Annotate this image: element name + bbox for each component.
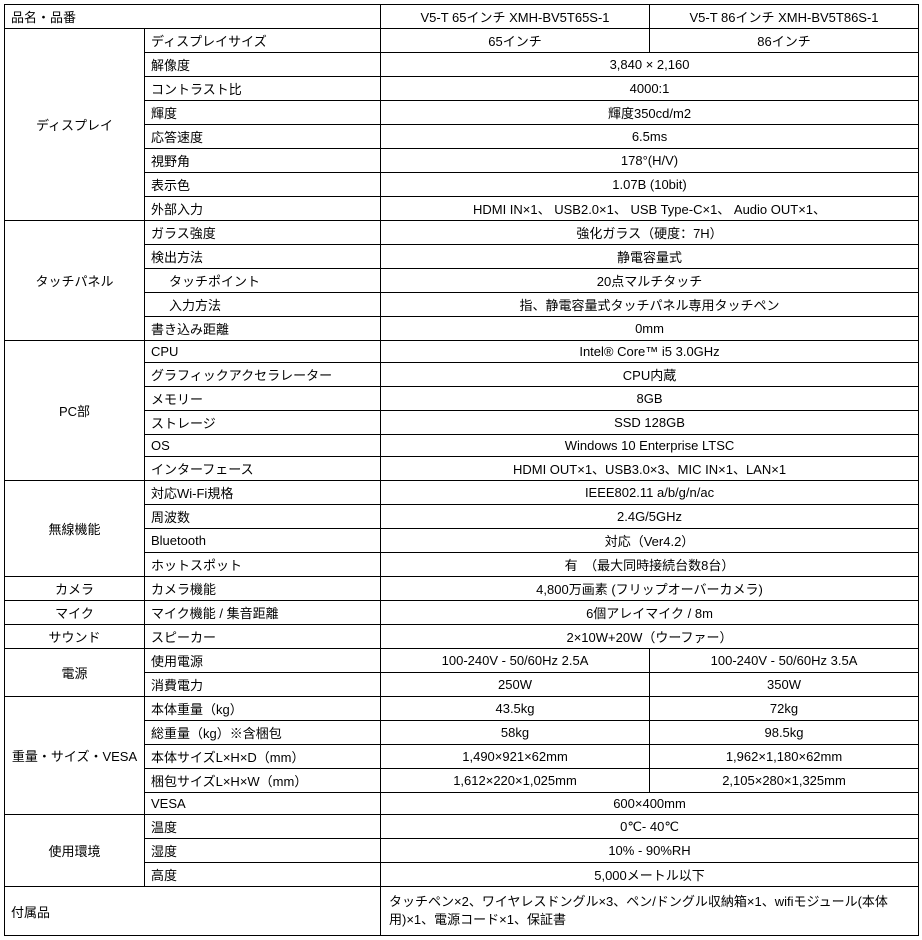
- row-writegap-label: 書き込み距離: [145, 317, 381, 341]
- row-response-label: 応答速度: [145, 125, 381, 149]
- row-freq-label: 周波数: [145, 505, 381, 529]
- row-bodyweight-86: 72kg: [650, 697, 919, 721]
- row-response-val: 6.5ms: [381, 125, 919, 149]
- row-bt-label: Bluetooth: [145, 529, 381, 553]
- row-freq-val: 2.4G/5GHz: [381, 505, 919, 529]
- row-gross-86: 98.5kg: [650, 721, 919, 745]
- row-iface-val: HDMI OUT×1、USB3.0×3、MIC IN×1、LAN×1: [381, 457, 919, 481]
- header-model-65: V5-T 65インチ XMH-BV5T65S-1: [381, 5, 650, 29]
- row-mic-label: マイク機能 / 集音距離: [145, 601, 381, 625]
- row-bodysize-86: 1,962×1,180×62mm: [650, 745, 919, 769]
- row-brightness-val: 輝度350cd/m2: [381, 101, 919, 125]
- header-model-86: V5-T 86インチ XMH-BV5T86S-1: [650, 5, 919, 29]
- row-points-label: タッチポイント: [145, 269, 381, 293]
- row-displaysize-65: 65インチ: [381, 29, 650, 53]
- row-detect-val: 静電容量式: [381, 245, 919, 269]
- header-name: 品名・品番: [5, 5, 381, 29]
- row-bodysize-65: 1,490×921×62mm: [381, 745, 650, 769]
- row-os-label: OS: [145, 435, 381, 457]
- row-colors-label: 表示色: [145, 173, 381, 197]
- row-glass-val: 強化ガラス（硬度：7H）: [381, 221, 919, 245]
- cat-pc: PC部: [5, 341, 145, 481]
- row-wifi-val: IEEE802.11 a/b/g/n/ac: [381, 481, 919, 505]
- row-packsize-label: 梱包サイズL×H×W（mm）: [145, 769, 381, 793]
- cat-display: ディスプレイ: [5, 29, 145, 221]
- row-packsize-65: 1,612×220×1,025mm: [381, 769, 650, 793]
- cat-mic: マイク: [5, 601, 145, 625]
- row-hotspot-val: 有 （最大同時接続台数8台）: [381, 553, 919, 577]
- row-detect-label: 検出方法: [145, 245, 381, 269]
- cat-accessories: 付属品: [5, 887, 381, 936]
- row-supply-label: 使用電源: [145, 649, 381, 673]
- row-alt-val: 5,000メートル以下: [381, 863, 919, 887]
- row-packsize-86: 2,105×280×1,325mm: [650, 769, 919, 793]
- row-accessories-val: タッチペン×2、ワイヤレスドングル×3、ペン/ドングル収納箱×1、wifiモジュ…: [381, 887, 919, 936]
- row-vesa-label: VESA: [145, 793, 381, 815]
- row-viewangle-label: 視野角: [145, 149, 381, 173]
- row-storage-label: ストレージ: [145, 411, 381, 435]
- cat-touch: タッチパネル: [5, 221, 145, 341]
- cat-camera: カメラ: [5, 577, 145, 601]
- row-bodyweight-label: 本体重量（kg）: [145, 697, 381, 721]
- row-bodyweight-65: 43.5kg: [381, 697, 650, 721]
- cat-wireless: 無線機能: [5, 481, 145, 577]
- row-displaysize-label: ディスプレイサイズ: [145, 29, 381, 53]
- row-inputmethod-label: 入力方法: [145, 293, 381, 317]
- row-speaker-val: 2×10W+20W（ウーファー）: [381, 625, 919, 649]
- row-extinput-val: HDMI IN×1、 USB2.0×1、 USB Type-C×1、 Audio…: [381, 197, 919, 221]
- row-mic-val: 6個アレイマイク / 8m: [381, 601, 919, 625]
- row-extinput-label: 外部入力: [145, 197, 381, 221]
- row-colors-val: 1.07B (10bit): [381, 173, 919, 197]
- row-temp-label: 温度: [145, 815, 381, 839]
- row-speaker-label: スピーカー: [145, 625, 381, 649]
- row-camera-val: 4,800万画素 (フリップオーバーカメラ): [381, 577, 919, 601]
- row-consume-65: 250W: [381, 673, 650, 697]
- row-supply-86: 100-240V - 50/60Hz 3.5A: [650, 649, 919, 673]
- row-mem-label: メモリー: [145, 387, 381, 411]
- cat-weight: 重量・サイズ・VESA: [5, 697, 145, 815]
- row-consume-label: 消費電力: [145, 673, 381, 697]
- cat-power: 電源: [5, 649, 145, 697]
- row-writegap-val: 0mm: [381, 317, 919, 341]
- cat-sound: サウンド: [5, 625, 145, 649]
- row-bt-val: 対応（Ver4.2）: [381, 529, 919, 553]
- row-os-val: Windows 10 Enterprise LTSC: [381, 435, 919, 457]
- row-contrast-val: 4000:1: [381, 77, 919, 101]
- row-humid-label: 湿度: [145, 839, 381, 863]
- row-resolution-label: 解像度: [145, 53, 381, 77]
- row-contrast-label: コントラスト比: [145, 77, 381, 101]
- row-gross-65: 58kg: [381, 721, 650, 745]
- row-displaysize-86: 86インチ: [650, 29, 919, 53]
- row-wifi-label: 対応Wi-Fi規格: [145, 481, 381, 505]
- row-gpu-val: CPU内蔵: [381, 363, 919, 387]
- row-humid-val: 10% - 90%RH: [381, 839, 919, 863]
- row-mem-val: 8GB: [381, 387, 919, 411]
- row-inputmethod-val: 指、静電容量式タッチパネル専用タッチペン: [381, 293, 919, 317]
- row-viewangle-val: 178°(H/V): [381, 149, 919, 173]
- row-consume-86: 350W: [650, 673, 919, 697]
- row-resolution-val: 3,840 × 2,160: [381, 53, 919, 77]
- row-glass-label: ガラス強度: [145, 221, 381, 245]
- row-supply-65: 100-240V - 50/60Hz 2.5A: [381, 649, 650, 673]
- row-iface-label: インターフェース: [145, 457, 381, 481]
- row-temp-val: 0℃- 40℃: [381, 815, 919, 839]
- row-brightness-label: 輝度: [145, 101, 381, 125]
- row-alt-label: 高度: [145, 863, 381, 887]
- row-points-val: 20点マルチタッチ: [381, 269, 919, 293]
- row-cpu-label: CPU: [145, 341, 381, 363]
- row-gross-label: 総重量（kg）※含梱包: [145, 721, 381, 745]
- row-camera-label: カメラ機能: [145, 577, 381, 601]
- spec-table: 品名・品番 V5-T 65インチ XMH-BV5T65S-1 V5-T 86イン…: [4, 4, 919, 936]
- row-storage-val: SSD 128GB: [381, 411, 919, 435]
- cat-env: 使用環境: [5, 815, 145, 887]
- row-hotspot-label: ホットスポット: [145, 553, 381, 577]
- row-vesa-val: 600×400mm: [381, 793, 919, 815]
- row-cpu-val: Intel® Core™ i5 3.0GHz: [381, 341, 919, 363]
- row-bodysize-label: 本体サイズL×H×D（mm）: [145, 745, 381, 769]
- row-gpu-label: グラフィックアクセラレーター: [145, 363, 381, 387]
